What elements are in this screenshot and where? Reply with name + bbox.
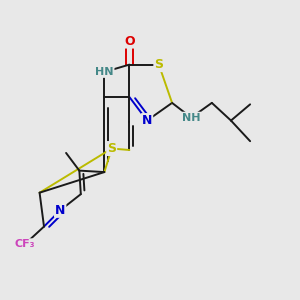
Text: N: N bbox=[142, 114, 152, 127]
Text: HN: HN bbox=[95, 67, 114, 77]
Text: S: S bbox=[154, 58, 163, 71]
Text: O: O bbox=[124, 34, 135, 48]
Text: NH: NH bbox=[182, 112, 200, 123]
Text: N: N bbox=[55, 204, 65, 217]
Text: CF₃: CF₃ bbox=[15, 239, 35, 249]
Text: S: S bbox=[107, 142, 116, 155]
